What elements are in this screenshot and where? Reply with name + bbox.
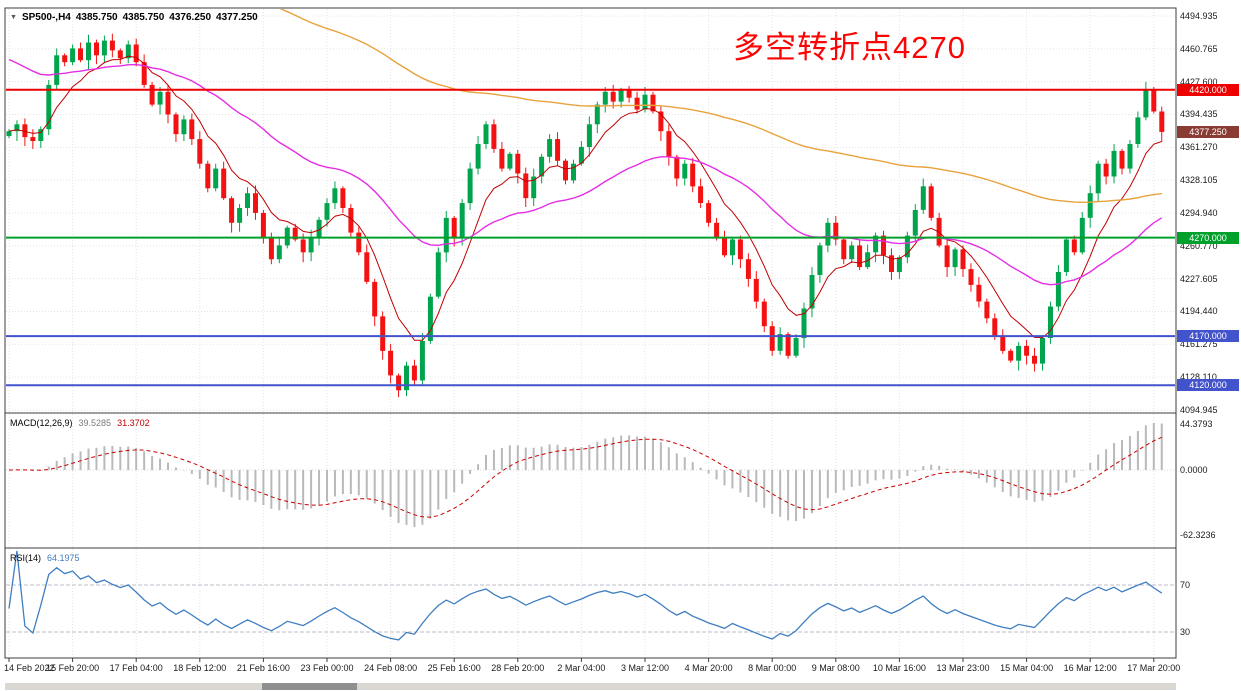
horizontal-scrollbar[interactable] (5, 683, 1176, 690)
scrollbar-slider[interactable] (262, 683, 357, 690)
